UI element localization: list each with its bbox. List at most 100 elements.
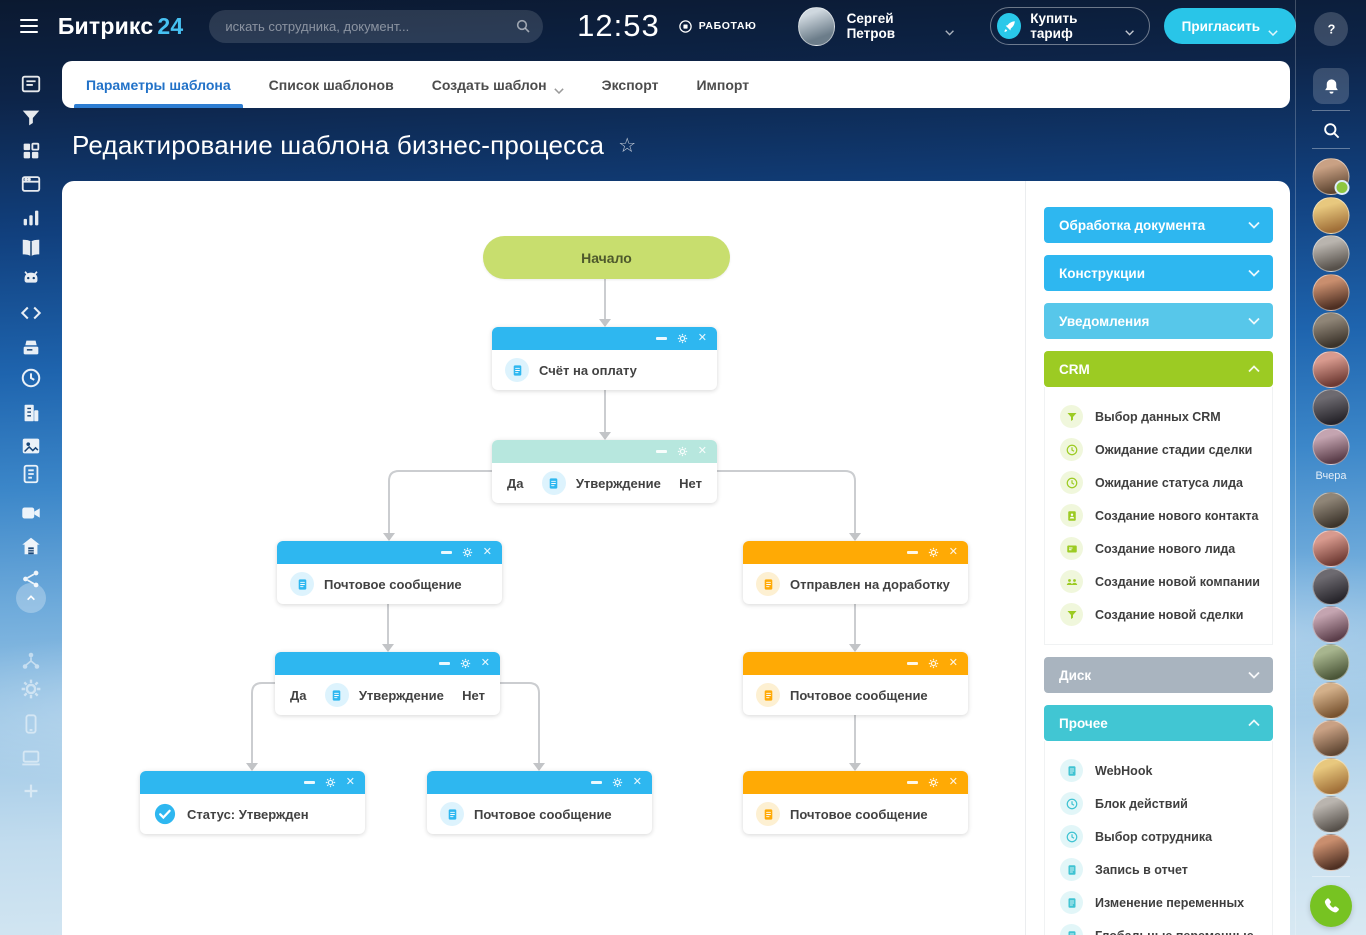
branch-yes-label[interactable]: Да bbox=[290, 687, 307, 703]
close-icon[interactable]: ✕ bbox=[948, 657, 958, 669]
mobile-icon[interactable] bbox=[20, 713, 42, 735]
branch-yes-label[interactable]: Да bbox=[507, 475, 524, 491]
flow-node[interactable]: ✕ Статус: Утвержден bbox=[140, 771, 365, 834]
activity-item[interactable]: Изменение переменных bbox=[1045, 886, 1272, 919]
crm-funnel-icon[interactable] bbox=[20, 107, 42, 129]
activity-item[interactable]: Выбор данных CRM bbox=[1045, 400, 1272, 433]
tab-template-params[interactable]: Параметры шаблона bbox=[74, 61, 243, 108]
minimize-icon[interactable] bbox=[590, 781, 602, 784]
video-icon[interactable] bbox=[20, 502, 42, 524]
section-doc-processing[interactable]: Обработка документа bbox=[1044, 207, 1273, 243]
activity-item[interactable]: Создание новой компании bbox=[1045, 565, 1272, 598]
flow-node[interactable]: ✕ Отправлен на доработку bbox=[743, 541, 968, 604]
notifications-bell-icon[interactable] bbox=[1313, 68, 1349, 104]
help-button[interactable]: ? bbox=[1314, 12, 1348, 46]
activity-item[interactable]: Ожидание стадии сделки bbox=[1045, 433, 1272, 466]
minimize-icon[interactable] bbox=[906, 662, 918, 665]
section-constructions[interactable]: Конструкции bbox=[1044, 255, 1273, 291]
buy-tariff-button[interactable]: Купить тариф bbox=[990, 7, 1150, 45]
minimize-icon[interactable] bbox=[655, 337, 667, 340]
activity-item[interactable]: Выбор сотрудника bbox=[1045, 820, 1272, 853]
sites-icon[interactable] bbox=[20, 173, 42, 195]
close-icon[interactable]: ✕ bbox=[480, 657, 490, 669]
media-icon[interactable] bbox=[20, 435, 42, 457]
chat-avatar[interactable] bbox=[1312, 427, 1350, 465]
close-icon[interactable]: ✕ bbox=[482, 546, 492, 558]
chat-avatar[interactable] bbox=[1312, 158, 1350, 195]
chat-avatar[interactable] bbox=[1312, 389, 1350, 426]
call-button[interactable] bbox=[1310, 885, 1352, 927]
chat-avatar[interactable] bbox=[1312, 530, 1350, 567]
cashbox-icon[interactable] bbox=[20, 337, 42, 359]
close-icon[interactable]: ✕ bbox=[632, 776, 642, 788]
activity-item[interactable]: Ожидание статуса лида bbox=[1045, 466, 1272, 499]
work-clock[interactable]: 12:53 bbox=[577, 8, 660, 43]
tab-create-template[interactable]: Создать шаблон bbox=[432, 61, 564, 108]
tab-template-list[interactable]: Список шаблонов bbox=[268, 76, 394, 93]
chat-avatar[interactable] bbox=[1312, 796, 1350, 833]
chat-avatar[interactable] bbox=[1312, 720, 1350, 757]
knowledge-icon[interactable] bbox=[20, 237, 42, 259]
section-crm[interactable]: CRM bbox=[1044, 351, 1273, 387]
company-icon[interactable] bbox=[20, 402, 42, 424]
minimize-icon[interactable] bbox=[440, 551, 452, 554]
add-icon[interactable] bbox=[20, 780, 42, 802]
minimize-icon[interactable] bbox=[906, 781, 918, 784]
analytics-icon[interactable] bbox=[20, 207, 42, 229]
chat-avatar[interactable] bbox=[1312, 273, 1350, 311]
section-other[interactable]: Прочее bbox=[1044, 705, 1273, 741]
section-disk[interactable]: Диск bbox=[1044, 657, 1273, 693]
logo[interactable]: Битрикс 24 bbox=[57, 12, 184, 39]
settings-icon[interactable] bbox=[928, 777, 939, 788]
minimize-icon[interactable] bbox=[906, 551, 918, 554]
structure-icon[interactable] bbox=[20, 650, 42, 672]
start-node[interactable]: Начало bbox=[483, 236, 730, 279]
close-icon[interactable]: ✕ bbox=[948, 776, 958, 788]
chat-avatar[interactable] bbox=[1312, 834, 1350, 871]
developer-icon[interactable] bbox=[20, 302, 42, 324]
activity-item[interactable]: Блок действий bbox=[1045, 787, 1272, 820]
user-menu[interactable]: Сергей Петров bbox=[798, 6, 954, 46]
close-icon[interactable]: ✕ bbox=[697, 445, 707, 457]
search-input[interactable] bbox=[209, 9, 544, 43]
flow-node[interactable]: ✕ Да Утверждение Нет bbox=[492, 440, 717, 503]
section-notifications[interactable]: Уведомления bbox=[1044, 303, 1273, 339]
chat-avatar[interactable] bbox=[1312, 606, 1350, 643]
activity-item[interactable]: Запись в отчет bbox=[1045, 853, 1272, 886]
chat-avatar[interactable] bbox=[1312, 196, 1350, 234]
minimize-icon[interactable] bbox=[438, 662, 450, 665]
settings-icon[interactable] bbox=[677, 333, 688, 344]
settings-icon[interactable] bbox=[325, 777, 336, 788]
chat-avatar[interactable] bbox=[1312, 350, 1350, 388]
flow-node[interactable]: ✕ Почтовое сообщение bbox=[743, 652, 968, 715]
branch-no-label[interactable]: Нет bbox=[679, 475, 702, 491]
tab-export[interactable]: Экспорт bbox=[601, 76, 659, 93]
settings-icon[interactable] bbox=[928, 547, 939, 558]
close-icon[interactable]: ✕ bbox=[948, 546, 958, 558]
search-icon[interactable] bbox=[515, 18, 531, 34]
settings-icon[interactable] bbox=[677, 446, 688, 457]
activity-item[interactable]: Глобальные переменные bbox=[1045, 919, 1272, 935]
flow-node[interactable]: ✕ Почтовое сообщение bbox=[277, 541, 502, 604]
chat-avatar[interactable] bbox=[1312, 568, 1350, 605]
work-status[interactable]: РАБОТАЮ bbox=[678, 19, 757, 34]
ai-robot-icon[interactable] bbox=[20, 268, 42, 290]
flow-node[interactable]: ✕ Почтовое сообщение bbox=[427, 771, 652, 834]
flow-node[interactable]: ✕ Счёт на оплату bbox=[492, 327, 717, 390]
settings-icon[interactable] bbox=[20, 678, 42, 700]
settings-icon[interactable] bbox=[928, 658, 939, 669]
settings-icon[interactable] bbox=[462, 547, 473, 558]
branch-no-label[interactable]: Нет bbox=[462, 687, 485, 703]
settings-icon[interactable] bbox=[460, 658, 471, 669]
chat-avatar[interactable] bbox=[1312, 312, 1350, 349]
search-icon[interactable] bbox=[1319, 118, 1343, 142]
live-feed-icon[interactable] bbox=[20, 73, 42, 95]
desktop-icon[interactable] bbox=[20, 747, 42, 769]
activity-item[interactable]: Создание новой сделки bbox=[1045, 598, 1272, 631]
close-icon[interactable]: ✕ bbox=[697, 332, 707, 344]
apps-icon[interactable] bbox=[20, 140, 42, 162]
close-icon[interactable]: ✕ bbox=[345, 776, 355, 788]
minimize-icon[interactable] bbox=[303, 781, 315, 784]
chat-avatar[interactable] bbox=[1312, 235, 1350, 272]
chat-avatar[interactable] bbox=[1312, 682, 1350, 719]
